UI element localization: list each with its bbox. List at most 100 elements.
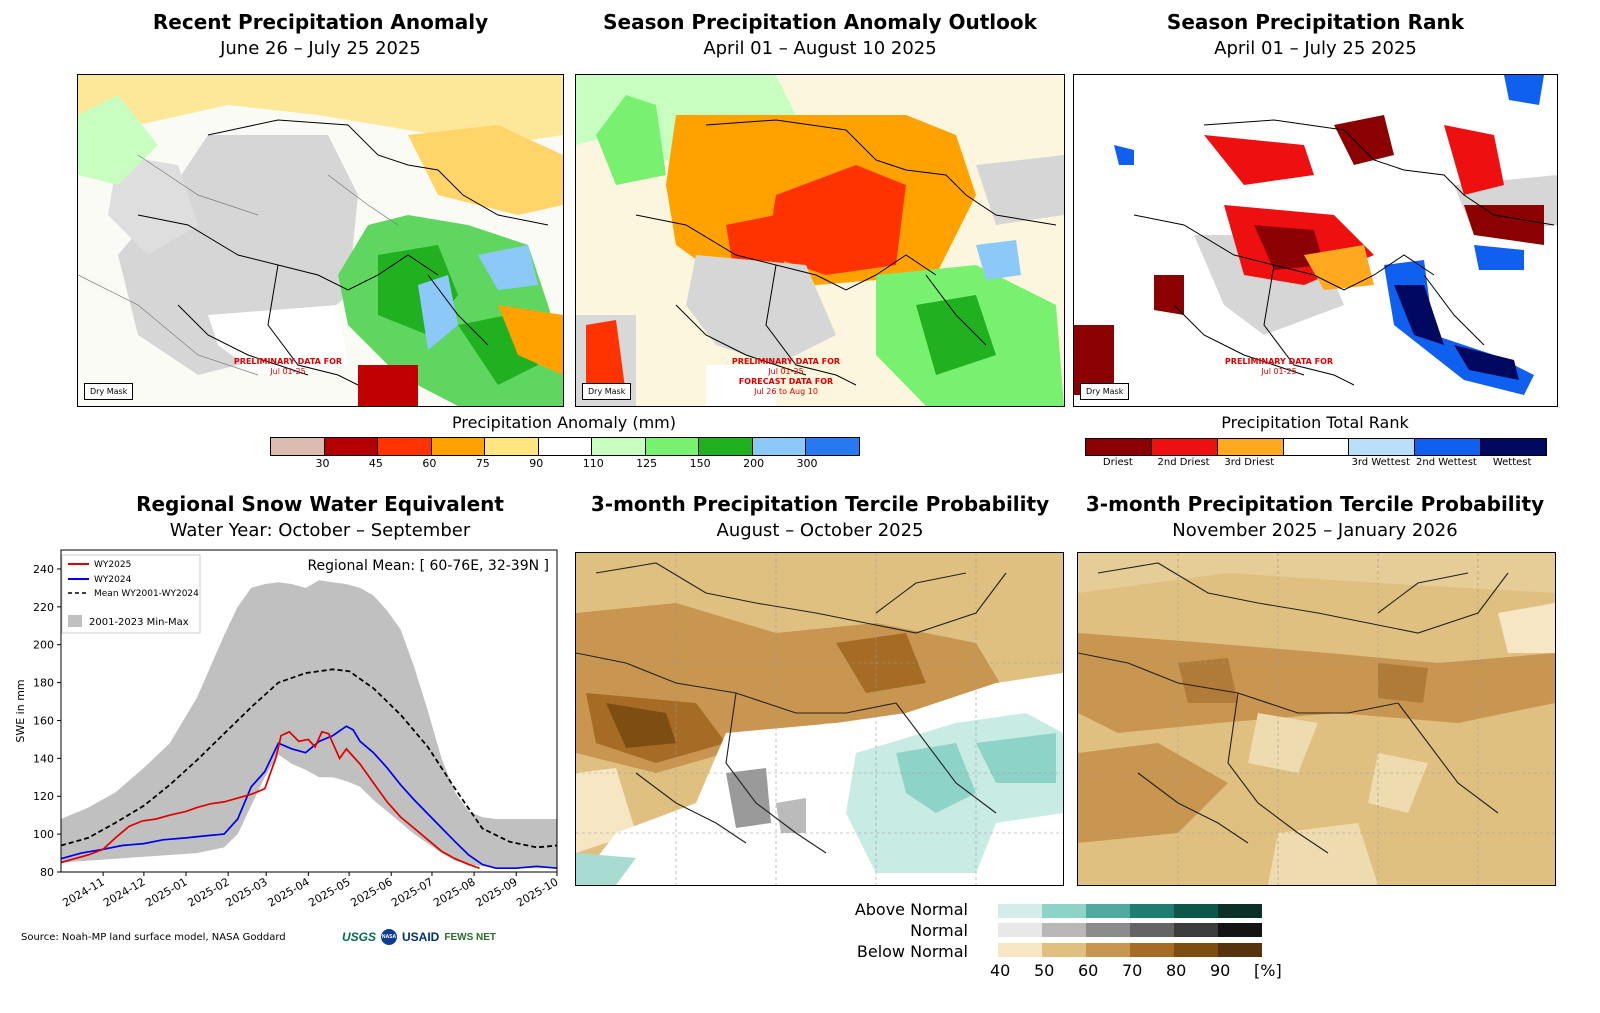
legend-wy2024: WY2024 bbox=[94, 575, 132, 585]
panel6-title: 3-month Precipitation Tercile Probabilit… bbox=[1085, 492, 1545, 516]
tercile-aug-oct-canvas bbox=[576, 553, 1063, 885]
regional-mean-annotation: Regional Mean: [ 60-76E, 32-39N ] bbox=[307, 558, 549, 574]
tercile-color-bin bbox=[1042, 943, 1086, 957]
series-layer bbox=[60, 668, 558, 870]
season-outlook-map: Dry Mask PRELIMINARY DATA FOR Jul 01-25 … bbox=[575, 74, 1065, 407]
rank-label: Wettest bbox=[1492, 457, 1532, 468]
anomaly-color-bin bbox=[592, 438, 646, 455]
tercile-tick: 40 bbox=[990, 961, 1011, 980]
tercile-color-bin bbox=[998, 923, 1042, 937]
tercile-color-bin bbox=[1174, 923, 1218, 937]
rank-label: 3rd Wettest bbox=[1351, 457, 1410, 468]
rank-colorbar-title: Precipitation Total Rank bbox=[1221, 413, 1409, 432]
preliminary-note: PRELIMINARY DATA FOR Jul 01-25 bbox=[1219, 357, 1339, 377]
y-tick-label: 160 bbox=[33, 714, 54, 727]
anomaly-color-bin bbox=[271, 438, 325, 455]
tercile-color-bin bbox=[998, 943, 1042, 957]
legend-minmax: 2001-2023 Min-Max bbox=[89, 617, 189, 628]
tercile-normal-label: Normal bbox=[910, 921, 968, 940]
x-tick-label: 2025-09 bbox=[473, 875, 519, 909]
x-tick-label: 2025-06 bbox=[348, 875, 394, 909]
tercile-aug-oct-map bbox=[575, 552, 1064, 886]
tercile-nov-jan-canvas bbox=[1078, 553, 1555, 885]
anomaly-color-bin bbox=[324, 438, 379, 455]
panel3-subtitle: April 01 – July 25 2025 bbox=[1214, 38, 1417, 59]
y-axis: 80 100 120 140 160 180 200 220 240 bbox=[33, 563, 61, 879]
panel4-subtitle: Water Year: October – September bbox=[169, 520, 471, 541]
agency-logos: USGS NASA USAID FEWS NET bbox=[342, 929, 496, 945]
usaid-logo: USAID bbox=[402, 930, 440, 944]
chart-legend: WY2025 WY2024 Mean WY2001-WY2024 2001-20… bbox=[61, 554, 201, 634]
y-tick-label: 100 bbox=[33, 828, 54, 841]
y-tick-label: 220 bbox=[33, 601, 54, 614]
anomaly-tick: 110 bbox=[582, 457, 604, 470]
tercile-color-bin bbox=[1130, 923, 1174, 937]
y-tick-label: 200 bbox=[33, 639, 54, 652]
anomaly-tick: 300 bbox=[796, 457, 818, 470]
panel1-title: Recent Precipitation Anomaly bbox=[152, 10, 489, 34]
tercile-above-bar bbox=[998, 904, 1262, 918]
y-axis-label: SWE in mm bbox=[14, 679, 27, 742]
tercile-tick: 80 bbox=[1166, 961, 1187, 980]
rank-color-bin bbox=[1415, 439, 1482, 455]
season-rank-map-canvas bbox=[1074, 75, 1557, 406]
tercile-tick: 60 bbox=[1078, 961, 1099, 980]
anomaly-colorbar-title: Precipitation Anomaly (mm) bbox=[451, 413, 676, 432]
panel2-subtitle: April 01 – August 10 2025 bbox=[703, 38, 937, 59]
panel2-title: Season Precipitation Anomaly Outlook bbox=[603, 10, 1037, 34]
forecast-label: FORECAST DATA FOR bbox=[738, 377, 834, 386]
tercile-color-bin bbox=[1174, 904, 1218, 918]
tercile-color-bin bbox=[998, 904, 1042, 918]
anomaly-tick: 125 bbox=[636, 457, 658, 470]
tercile-tick: 70 bbox=[1122, 961, 1143, 980]
rank-label: 2nd Driest bbox=[1157, 457, 1210, 468]
tercile-color-bin bbox=[1086, 923, 1130, 937]
anomaly-color-bin bbox=[699, 438, 753, 455]
x-tick-label: 2025-02 bbox=[185, 875, 231, 909]
anomaly-color-bin bbox=[806, 438, 860, 455]
tercile-color-bin bbox=[1086, 904, 1130, 918]
x-tick-label: 2025-07 bbox=[389, 875, 435, 909]
dry-mask-label: Dry Mask bbox=[1080, 383, 1130, 400]
x-tick-label: 2024-12 bbox=[101, 875, 147, 909]
rank-color-bin bbox=[1217, 439, 1284, 455]
preliminary-label: PRELIMINARY DATA FOR bbox=[731, 357, 841, 366]
series-line-mean-wy2001-wy2024 bbox=[60, 668, 558, 849]
x-tick-label: 2025-03 bbox=[223, 875, 269, 909]
plot-frame bbox=[60, 549, 558, 873]
x-tick-label: 2025-10 bbox=[514, 875, 560, 909]
tercile-color-bin bbox=[1218, 923, 1262, 937]
minmax-band-layer bbox=[61, 580, 557, 869]
forecast-note: PRELIMINARY DATA FOR Jul 01-25 FORECAST … bbox=[726, 357, 846, 397]
preliminary-dates: Jul 01-25 bbox=[1261, 367, 1297, 376]
tercile-color-bin bbox=[1042, 904, 1086, 918]
anomaly-colorbar bbox=[270, 437, 860, 456]
dry-mask-label: Dry Mask bbox=[582, 383, 632, 400]
tercile-tick: 90 bbox=[1210, 961, 1231, 980]
rank-color-bin bbox=[1151, 439, 1218, 455]
tercile-tick: 50 bbox=[1034, 961, 1055, 980]
anomaly-tick: 200 bbox=[743, 457, 765, 470]
recent-anomaly-map-canvas bbox=[78, 75, 563, 406]
panel3-title: Season Precipitation Rank bbox=[1166, 10, 1465, 34]
anomaly-color-bin bbox=[485, 438, 539, 455]
y-tick-label: 180 bbox=[33, 677, 54, 690]
rank-color-bin bbox=[1283, 439, 1350, 455]
tercile-tick: [%] bbox=[1254, 961, 1282, 980]
legend-mean: Mean WY2001-WY2024 bbox=[94, 589, 199, 599]
season-outlook-map-canvas bbox=[576, 75, 1064, 406]
x-tick-label: 2025-08 bbox=[431, 875, 477, 909]
fews-net-logo: FEWS NET bbox=[444, 931, 497, 943]
tercile-color-bin bbox=[1042, 923, 1086, 937]
anomaly-color-bin bbox=[431, 438, 486, 455]
x-tick-label: 2025-01 bbox=[143, 875, 189, 909]
tercile-above-label: Above Normal bbox=[854, 900, 968, 919]
x-tick-label: 2025-04 bbox=[266, 875, 312, 909]
tercile-color-bin bbox=[1130, 943, 1174, 957]
recent-anomaly-map: Dry Mask PRELIMINARY DATA FOR Jul 01-25 bbox=[77, 74, 564, 407]
panel4-title: Regional Snow Water Equivalent bbox=[136, 492, 504, 516]
anomaly-color-bin bbox=[538, 438, 593, 455]
series-line-wy2025 bbox=[60, 730, 480, 870]
preliminary-dates: Jul 01-25 bbox=[768, 367, 804, 376]
tercile-below-bar bbox=[998, 943, 1262, 957]
